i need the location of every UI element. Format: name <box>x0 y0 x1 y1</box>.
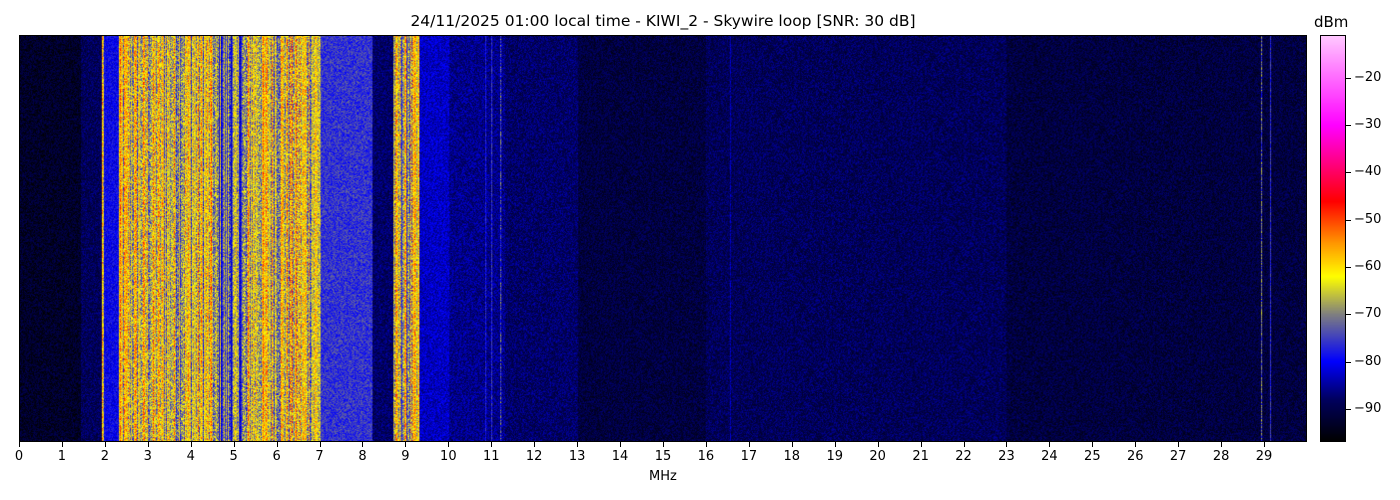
x-tick-label: 10 <box>440 449 457 464</box>
x-axis-label: MHz <box>649 469 677 484</box>
x-tick-label: 29 <box>1255 449 1273 464</box>
x-tick-label: 21 <box>912 449 929 464</box>
colorbar-tick-label: −20 <box>1354 69 1382 85</box>
x-tick-mark <box>147 442 149 447</box>
x-tick-mark <box>19 442 20 447</box>
colorbar-tick-label: −70 <box>1354 306 1382 322</box>
x-tick-mark <box>663 442 664 447</box>
chart-title: 24/11/2025 01:00 local time - KIWI_2 - S… <box>410 12 916 30</box>
colorbar-tick-label: −90 <box>1354 400 1382 416</box>
colorbar-label: dBm <box>1314 13 1349 31</box>
colorbar-tick-label: −80 <box>1354 353 1382 369</box>
x-tick-label: 6 <box>272 449 281 464</box>
colorbar-tick-label: −30 <box>1354 116 1382 132</box>
colorbar-tick-mark <box>1346 408 1351 410</box>
x-tick-mark <box>1264 442 1266 447</box>
x-tick-mark <box>534 442 536 447</box>
x-tick-label: 25 <box>1084 449 1101 464</box>
x-tick-label: 28 <box>1212 449 1230 464</box>
x-tick-label: 19 <box>826 449 843 464</box>
x-tick-mark <box>1178 442 1180 447</box>
x-tick-label: 16 <box>697 449 715 464</box>
x-tick-label: 20 <box>869 449 886 464</box>
x-tick-label: 11 <box>482 449 500 464</box>
colorbar-tick-mark <box>1346 361 1351 363</box>
x-tick-mark <box>405 442 407 447</box>
x-tick-mark <box>920 442 922 447</box>
x-tick-mark <box>834 442 836 447</box>
x-tick-mark <box>877 442 879 447</box>
x-tick-label: 17 <box>740 449 758 464</box>
x-tick-label: 9 <box>401 449 410 464</box>
x-tick-mark <box>1221 442 1223 447</box>
x-tick-label: 15 <box>654 449 672 464</box>
x-tick-label: 18 <box>783 449 801 464</box>
x-tick-mark <box>748 442 750 447</box>
x-tick-label: 13 <box>568 449 586 464</box>
x-tick-label: 23 <box>998 449 1015 464</box>
x-tick-mark <box>620 442 622 447</box>
x-tick-label: 7 <box>315 449 324 464</box>
colorbar-tick-label: −40 <box>1354 164 1382 180</box>
x-tick-mark <box>705 442 707 447</box>
x-tick-label: 0 <box>14 449 24 464</box>
x-tick-mark <box>319 442 321 447</box>
x-tick-mark <box>362 442 364 447</box>
x-tick-label: 3 <box>143 449 152 464</box>
colorbar-tick-label: −50 <box>1354 211 1382 227</box>
x-tick-mark <box>1092 442 1094 447</box>
colorbar-tick-mark <box>1346 124 1351 126</box>
x-tick-label: 2 <box>100 449 109 464</box>
x-tick-label: 22 <box>955 449 972 464</box>
colorbar <box>1320 35 1346 442</box>
colorbar-tick-mark <box>1346 266 1351 268</box>
colorbar-tick-mark <box>1346 77 1351 79</box>
colorbar-tick-mark <box>1346 219 1351 221</box>
x-tick-mark <box>1006 442 1008 447</box>
x-tick-label: 27 <box>1169 449 1187 464</box>
spectrogram-heatmap <box>19 35 1307 442</box>
colorbar-tick-mark <box>1346 314 1351 316</box>
x-tick-mark <box>491 442 493 447</box>
x-tick-mark <box>448 442 450 447</box>
x-tick-mark <box>963 442 965 447</box>
colorbar-tick-mark <box>1346 172 1351 174</box>
x-tick-mark <box>61 442 63 447</box>
x-tick-mark <box>1135 442 1137 447</box>
x-tick-label: 1 <box>57 449 67 464</box>
x-tick-label: 26 <box>1126 449 1144 464</box>
x-tick-mark <box>190 442 192 447</box>
x-tick-label: 14 <box>611 449 629 464</box>
x-tick-mark <box>104 442 106 447</box>
x-tick-mark <box>1049 442 1051 447</box>
x-tick-label: 5 <box>229 449 238 464</box>
x-tick-label: 4 <box>186 449 195 464</box>
x-tick-label: 8 <box>358 449 367 464</box>
colorbar-tick-label: −60 <box>1354 258 1382 274</box>
x-tick-label: 24 <box>1041 449 1058 464</box>
x-tick-mark <box>233 442 235 447</box>
x-tick-label: 12 <box>525 449 543 464</box>
x-tick-mark <box>791 442 793 447</box>
x-tick-mark <box>577 442 579 447</box>
x-tick-mark <box>276 442 278 447</box>
